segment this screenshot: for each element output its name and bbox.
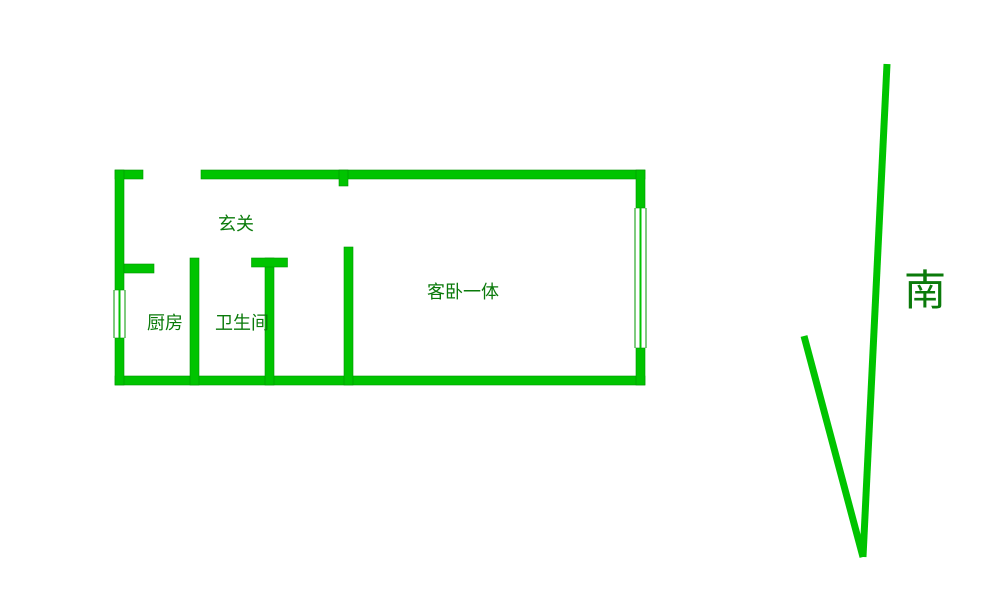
label-kitchen: 厨房 [147, 313, 183, 333]
label-main-room: 客卧一体 [427, 282, 499, 302]
label-bathroom: 卫生间 [215, 313, 269, 333]
compass-label: 南 [904, 269, 946, 315]
labels-group: 玄关厨房 卫生间 客卧一体 [147, 214, 499, 333]
label-entry: 玄关 [218, 214, 254, 234]
walls-group [114, 170, 646, 385]
compass-tick-line [804, 336, 863, 557]
compass-arrow: 南 [804, 64, 946, 557]
compass-main-line [863, 64, 887, 557]
floorplan-diagram: 玄关厨房 卫生间 客卧一体 南 [0, 0, 1000, 597]
